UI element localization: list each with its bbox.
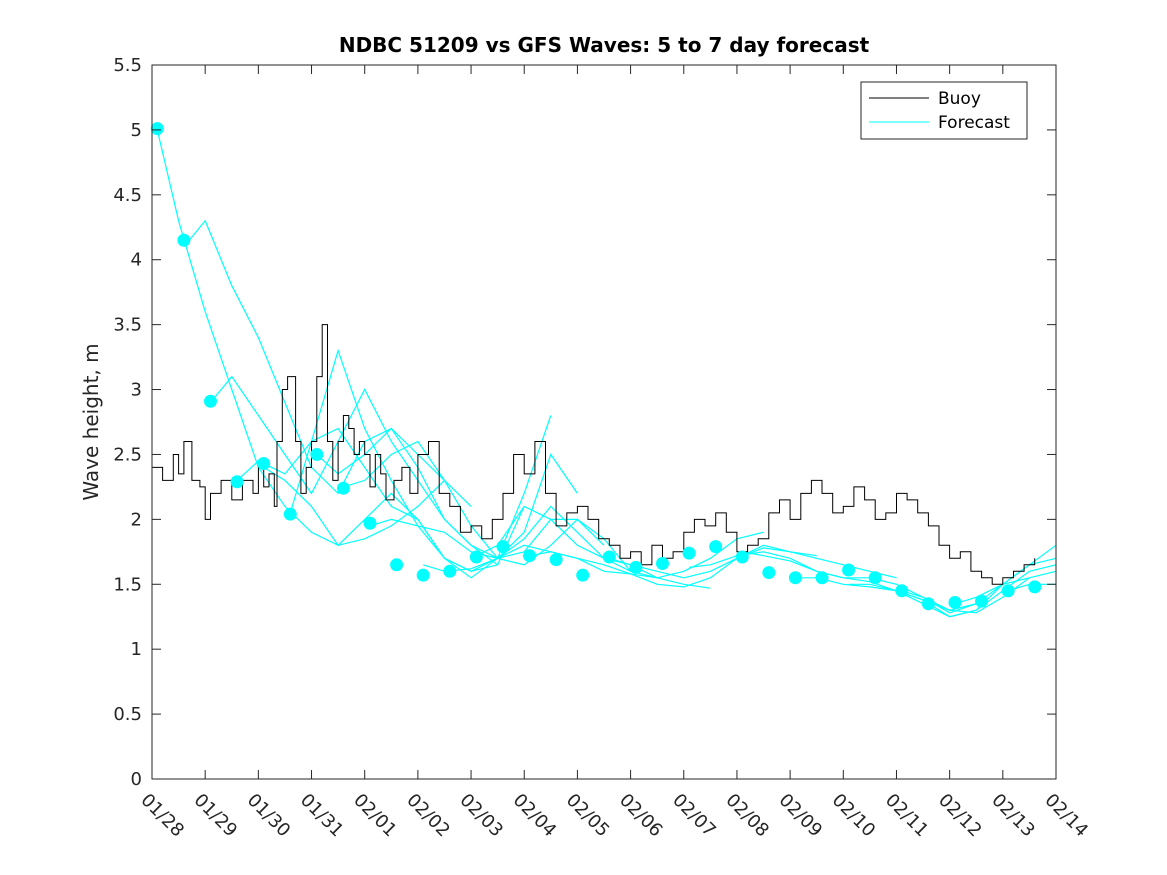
forecast-marker xyxy=(390,558,404,572)
forecast-run-line xyxy=(742,551,1030,614)
forecast-marker xyxy=(443,564,457,578)
y-axis-label: Wave height, m xyxy=(79,343,103,500)
buoy-series-line xyxy=(152,324,1036,585)
plot-frame xyxy=(151,64,1057,780)
forecast-marker xyxy=(602,550,616,564)
forecast-marker xyxy=(815,571,829,585)
forecast-marker xyxy=(363,516,377,530)
forecast-run-line xyxy=(476,505,764,579)
forecast-run-line xyxy=(529,544,817,588)
y-tick-label: 4.5 xyxy=(113,185,142,206)
forecast-marker xyxy=(177,233,191,247)
forecast-marker xyxy=(469,550,483,564)
forecast-markers xyxy=(150,122,1042,611)
forecast-marker xyxy=(735,550,749,564)
forecast-marker xyxy=(921,597,935,611)
forecast-marker xyxy=(549,553,563,567)
y-tick-label: 1 xyxy=(131,639,142,660)
forecast-marker xyxy=(895,584,909,598)
forecast-marker xyxy=(709,540,723,554)
forecast-marker xyxy=(230,475,244,489)
y-tick-label: 5 xyxy=(131,120,142,141)
forecast-marker xyxy=(336,481,350,495)
chart-title: NDBC 51209 vs GFS Waves: 5 to 7 day fore… xyxy=(339,33,870,57)
forecast-marker xyxy=(1028,580,1042,594)
y-tick-label: 0 xyxy=(131,769,142,790)
forecast-marker xyxy=(655,557,669,571)
forecast-marker xyxy=(496,540,510,554)
forecast-marker xyxy=(868,571,882,585)
y-tick-label: 3 xyxy=(131,380,142,401)
forecast-marker xyxy=(975,594,989,608)
forecast-marker xyxy=(310,447,324,461)
forecast-run-line xyxy=(156,129,445,546)
forecast-marker xyxy=(1001,584,1015,598)
forecast-marker xyxy=(150,122,164,136)
forecast-marker xyxy=(762,566,776,580)
forecast-run-line xyxy=(848,564,1057,618)
y-tick-label: 0.5 xyxy=(113,704,142,725)
y-tick-label: 2 xyxy=(131,509,142,530)
forecast-run-line xyxy=(183,219,472,507)
forecast-marker xyxy=(576,568,590,582)
y-tick-label: 2.5 xyxy=(113,444,142,465)
forecast-run-line xyxy=(343,440,632,572)
legend-box xyxy=(860,81,1028,140)
y-tick-label: 3.5 xyxy=(113,315,142,336)
y-axis-ticks: 0 0.5 1 1.5 2 2.5 3 3.5 4 4.5 5 5.5 xyxy=(113,55,1056,790)
legend-label-buoy: Buoy xyxy=(938,89,981,109)
forecast-marker xyxy=(416,568,430,582)
y-tick-label: 1.5 xyxy=(113,574,142,595)
forecast-marker xyxy=(203,394,217,408)
plot-area xyxy=(152,65,1056,779)
forecast-marker xyxy=(629,560,643,574)
forecast-run-line xyxy=(289,348,578,572)
buoy-line xyxy=(152,324,1036,585)
legend-label-forecast: Forecast xyxy=(938,113,1010,133)
legend: Buoy Forecast xyxy=(860,81,1028,140)
y-tick-label: 4 xyxy=(131,250,142,271)
forecast-marker xyxy=(948,595,962,609)
forecast-marker xyxy=(257,457,271,471)
y-tick-label: 5.5 xyxy=(113,55,142,76)
forecast-marker xyxy=(682,546,696,560)
forecast-marker xyxy=(283,507,297,521)
forecast-marker xyxy=(523,549,537,563)
forecast-run-line xyxy=(316,427,605,559)
forecast-run-line xyxy=(236,427,525,572)
forecast-marker xyxy=(788,571,802,585)
forecast-marker xyxy=(842,563,856,577)
